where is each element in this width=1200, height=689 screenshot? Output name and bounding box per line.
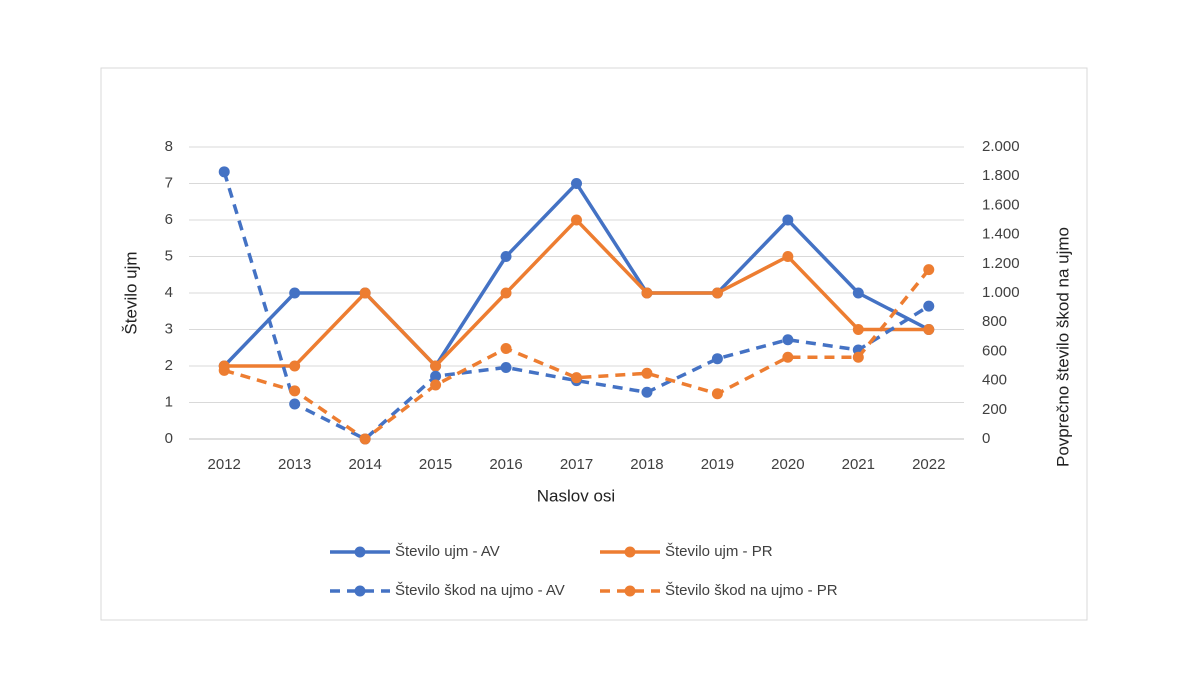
legend-label: Število škod na ujmo - AV	[395, 582, 565, 599]
point	[430, 379, 442, 391]
y2-tick-label: 1.600	[982, 196, 1020, 213]
y2-axis-label: Povprečno število škod na ujmo	[1053, 227, 1072, 467]
point	[571, 178, 582, 189]
point	[641, 287, 653, 299]
legend-label: Število ujm - PR	[665, 543, 773, 560]
y2-tick-label: 800	[982, 313, 1007, 330]
x-tick-label: 2018	[630, 456, 663, 473]
series-line	[223, 268, 931, 442]
x-tick-label: 2012	[208, 456, 241, 473]
point	[711, 388, 723, 400]
point	[359, 287, 371, 299]
y2-tick-label: 1.800	[982, 167, 1020, 184]
point	[500, 251, 512, 262]
point	[852, 351, 864, 363]
x-tick-label: 2015	[419, 456, 452, 473]
y2-tick-label: 1.000	[982, 284, 1020, 301]
x-tick-label: 2021	[842, 456, 875, 473]
point	[711, 353, 723, 365]
point	[430, 370, 442, 382]
legend-marker	[354, 546, 366, 558]
y-tick-label: 2	[165, 357, 173, 374]
x-tick-label: 2022	[912, 456, 945, 473]
point	[923, 300, 935, 312]
legend-label: Število ujm - AV	[395, 543, 500, 560]
point	[641, 367, 653, 379]
x-tick-label: 2017	[560, 456, 593, 473]
point	[571, 214, 582, 226]
y2-tick-label: 1.400	[982, 226, 1020, 243]
legend-marker	[624, 546, 636, 558]
point	[641, 386, 653, 398]
point	[430, 360, 442, 372]
point	[782, 251, 794, 262]
y-tick-label: 3	[165, 320, 173, 337]
point	[289, 398, 301, 410]
point	[782, 214, 794, 226]
x-axis-label: Naslov osi	[537, 486, 615, 505]
point	[782, 334, 794, 346]
point	[571, 372, 582, 384]
y2-tick-label: 0	[982, 430, 990, 447]
y-tick-label: 0	[165, 430, 173, 447]
legend-marker	[624, 585, 636, 597]
point	[782, 351, 794, 363]
legend-marker	[354, 585, 366, 597]
point	[923, 264, 935, 276]
y-axis-label: Število ujm	[121, 251, 140, 334]
point	[500, 342, 512, 354]
legend-label: Število škod na ujmo - PR	[665, 582, 838, 599]
point	[218, 364, 230, 376]
point	[289, 287, 301, 299]
y2-tick-label: 200	[982, 401, 1007, 418]
y-tick-label: 4	[165, 284, 173, 301]
series-line	[222, 171, 930, 442]
y2-tick-label: 400	[982, 372, 1007, 389]
y2-tick-label: 600	[982, 342, 1007, 359]
y2-tick-label: 2.000	[982, 138, 1020, 155]
y-tick-label: 8	[165, 138, 173, 155]
y-tick-label: 5	[165, 247, 173, 264]
y-tick-label: 6	[165, 211, 173, 228]
point	[359, 433, 371, 445]
x-tick-label: 2020	[771, 456, 804, 473]
point	[500, 287, 512, 299]
point	[852, 287, 864, 299]
y-tick-label: 7	[165, 174, 173, 191]
point	[711, 287, 723, 299]
y-tick-label: 1	[165, 393, 173, 410]
x-tick-label: 2019	[701, 456, 734, 473]
x-tick-label: 2014	[348, 456, 381, 473]
x-tick-label: 2013	[278, 456, 311, 473]
point	[218, 166, 230, 178]
x-tick-label: 2016	[489, 456, 522, 473]
point	[289, 360, 301, 372]
point	[289, 385, 301, 397]
chart-frame	[100, 67, 1088, 621]
point	[923, 324, 935, 335]
y2-tick-label: 1.200	[982, 255, 1020, 272]
point	[500, 361, 512, 373]
point	[852, 324, 864, 335]
